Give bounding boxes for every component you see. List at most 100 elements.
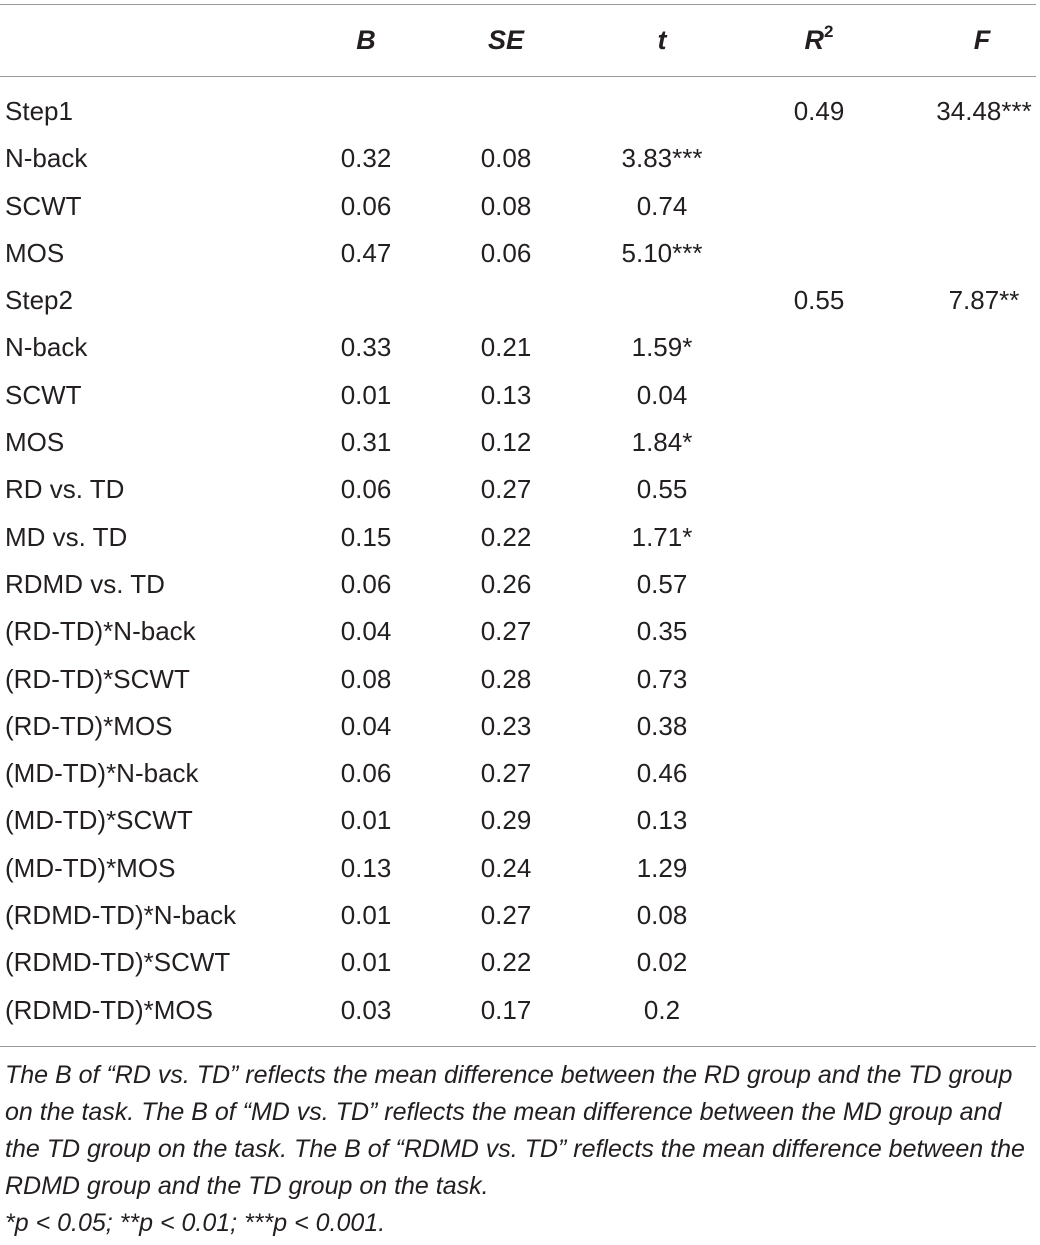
header-r-squared: R2	[749, 18, 889, 62]
table-row: MOS 0.31 0.12 1.84*	[0, 419, 1040, 466]
cell-se: 0.12	[480, 427, 532, 458]
row-label: (MD-TD)*MOS	[5, 852, 176, 883]
cell-t: 1.71*	[631, 521, 693, 552]
cell-se: 0.27	[480, 616, 532, 647]
table-row: SCWT 0.01 0.13 0.04	[0, 372, 1040, 419]
cell-r-squared: 0.55	[793, 285, 845, 316]
row-label: RDMD vs. TD	[5, 568, 165, 599]
cell-se: 0.27	[480, 758, 532, 789]
row-label: (RDMD-TD)*SCWT	[5, 947, 231, 978]
table-row: RDMD vs. TD 0.06 0.26 0.57	[0, 561, 1040, 608]
row-label: (RD-TD)*MOS	[5, 710, 173, 741]
cell-se: 0.21	[480, 332, 532, 363]
cell-se: 0.27	[480, 900, 532, 931]
cell-t: 0.13	[636, 805, 688, 836]
cell-t: 3.83***	[621, 143, 703, 174]
cell-b: 0.01	[340, 900, 392, 931]
table-row: Step2 0.55 7.87**	[0, 277, 1040, 324]
cell-t: 1.59*	[631, 332, 693, 363]
row-label: Step2	[5, 285, 73, 316]
table-footnotes: The B of “RD vs. TD” reflects the mean d…	[5, 1057, 1035, 1242]
cell-se: 0.26	[480, 568, 532, 599]
table-row: MOS 0.47 0.06 5.10***	[0, 230, 1040, 277]
cell-t: 0.08	[636, 900, 688, 931]
cell-f: 34.48***	[936, 96, 1032, 126]
cell-t: 0.73	[636, 663, 688, 694]
cell-se: 0.13	[480, 379, 532, 410]
cell-b: 0.06	[340, 474, 392, 505]
cell-se: 0.17	[480, 994, 532, 1025]
cell-se: 0.22	[480, 947, 532, 978]
table-row: MD vs. TD 0.15 0.22 1.71*	[0, 514, 1040, 561]
cell-b: 0.04	[340, 616, 392, 647]
cell-t: 5.10***	[621, 237, 703, 268]
cell-t: 0.04	[636, 379, 688, 410]
table-row: (RD-TD)*SCWT 0.08 0.28 0.73	[0, 656, 1040, 703]
cell-t: 0.55	[636, 474, 688, 505]
cell-b: 0.01	[340, 947, 392, 978]
table-row: (RD-TD)*N-back 0.04 0.27 0.35	[0, 608, 1040, 655]
footnote-significance: *p < 0.05; **p < 0.01; ***p < 0.001.	[5, 1209, 386, 1237]
table-row: RD vs. TD 0.06 0.27 0.55	[0, 466, 1040, 513]
row-label: N-back	[5, 332, 88, 363]
table-top-rule	[0, 4, 1036, 5]
cell-b: 0.04	[340, 710, 392, 741]
cell-se: 0.06	[480, 237, 532, 268]
table-row: (RDMD-TD)*N-back 0.01 0.27 0.08	[0, 892, 1040, 939]
row-label: (RD-TD)*SCWT	[5, 663, 190, 694]
row-label: (RD-TD)*N-back	[5, 616, 196, 647]
cell-t: 1.84*	[631, 427, 693, 458]
table-row: (MD-TD)*N-back 0.06 0.27 0.46	[0, 750, 1040, 797]
table-bottom-rule	[0, 1046, 1036, 1047]
cell-b: 0.03	[340, 994, 392, 1025]
table-row: SCWT 0.06 0.08 0.74	[0, 183, 1040, 230]
cell-se: 0.24	[480, 852, 532, 883]
cell-se: 0.23	[480, 710, 532, 741]
cell-se: 0.29	[480, 805, 532, 836]
cell-b: 0.06	[340, 190, 392, 221]
cell-t: 0.74	[636, 190, 688, 221]
table-row: (MD-TD)*SCWT 0.01 0.29 0.13	[0, 797, 1040, 844]
row-label: (MD-TD)*SCWT	[5, 805, 193, 836]
cell-b: 0.31	[340, 427, 392, 458]
header-b: B	[356, 25, 376, 55]
row-label: SCWT	[5, 190, 82, 221]
footnote-explanation: The B of “RD vs. TD” reflects the mean d…	[5, 1061, 1025, 1200]
cell-t: 0.2	[643, 994, 681, 1025]
header-se: SE	[487, 25, 525, 55]
table-header-rule	[0, 76, 1036, 77]
header-r-superscript: 2	[824, 22, 834, 42]
cell-t: 0.46	[636, 758, 688, 789]
table-row: N-back 0.33 0.21 1.59*	[0, 324, 1040, 371]
cell-b: 0.01	[340, 805, 392, 836]
table-body: Step1 0.49 34.48*** N-back 0.32 0.08 3.83*** SC…	[0, 88, 1040, 1034]
table-row: (RDMD-TD)*SCWT 0.01 0.22 0.02	[0, 939, 1040, 986]
cell-b: 0.08	[340, 663, 392, 694]
row-label: MOS	[5, 427, 65, 458]
cell-f: 7.87**	[948, 285, 1020, 316]
cell-t: 0.38	[636, 710, 688, 741]
table-row: (RD-TD)*MOS 0.04 0.23 0.38	[0, 703, 1040, 750]
cell-t: 0.02	[636, 947, 688, 978]
cell-r-squared: 0.49	[793, 96, 845, 126]
row-label: MOS	[5, 237, 65, 268]
row-label: N-back	[5, 143, 88, 174]
header-f: F	[973, 25, 991, 55]
cell-se: 0.28	[480, 663, 532, 694]
table-row: (RDMD-TD)*MOS 0.03 0.17 0.2	[0, 987, 1040, 1034]
cell-t: 1.29	[636, 852, 688, 883]
cell-b: 0.06	[340, 758, 392, 789]
row-label: MD vs. TD	[5, 521, 128, 552]
row-label: (RDMD-TD)*N-back	[5, 900, 237, 931]
cell-b: 0.13	[340, 852, 392, 883]
cell-se: 0.22	[480, 521, 532, 552]
cell-t: 0.35	[636, 616, 688, 647]
row-label: SCWT	[5, 379, 82, 410]
cell-b: 0.33	[340, 332, 392, 363]
row-label: (RDMD-TD)*MOS	[5, 994, 213, 1025]
table-row: N-back 0.32 0.08 3.83***	[0, 135, 1040, 182]
header-r-letter: R	[804, 25, 825, 55]
table-header-row: B SE t R2 F	[0, 18, 1040, 62]
cell-b: 0.01	[340, 379, 392, 410]
